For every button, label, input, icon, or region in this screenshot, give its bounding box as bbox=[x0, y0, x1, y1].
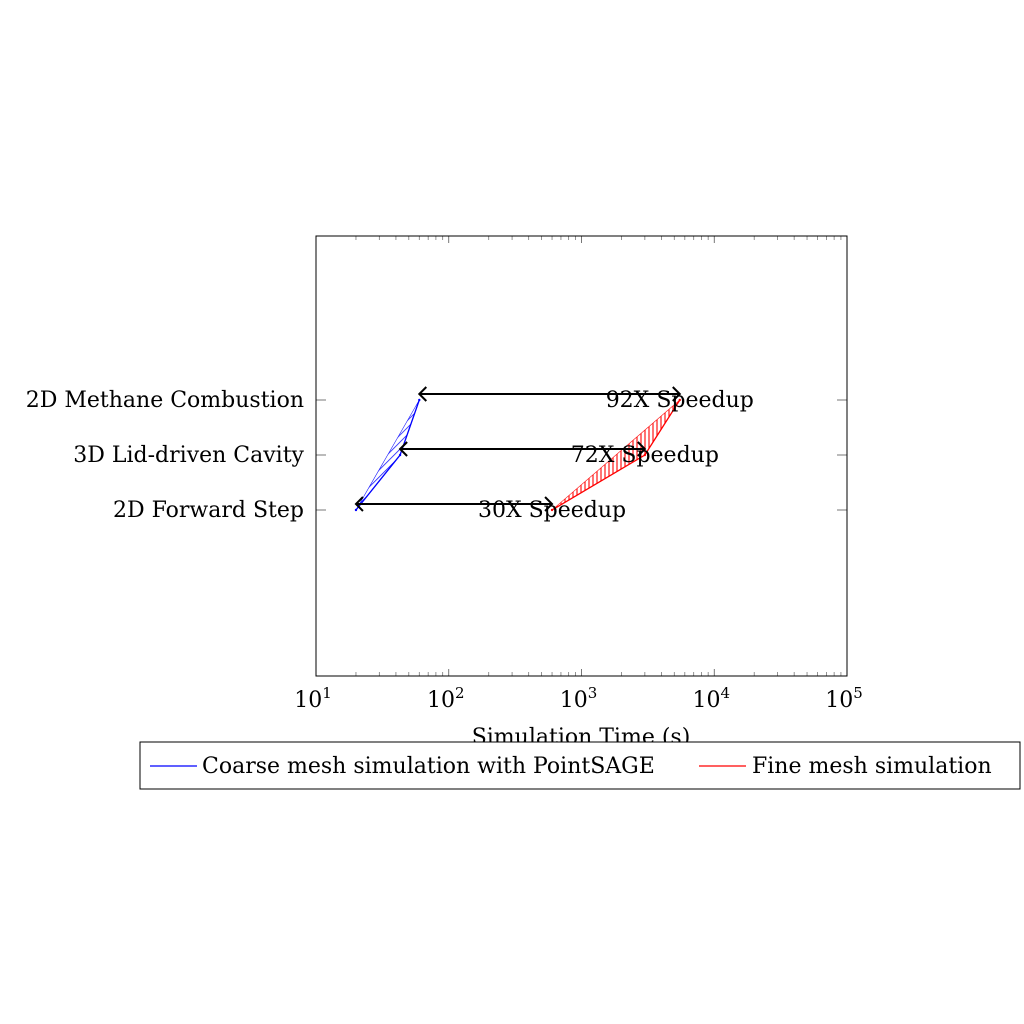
speedup-label: 30X Speedup bbox=[478, 498, 626, 523]
plot-frame bbox=[315, 235, 848, 677]
speedup-arrowhead-left bbox=[398, 441, 408, 457]
series-point bbox=[354, 508, 358, 512]
legend-label-coarse: Coarse mesh simulation with PointSAGE bbox=[202, 754, 655, 779]
x-tick-label: 103 bbox=[560, 684, 598, 713]
series-point bbox=[678, 398, 681, 402]
legend: Coarse mesh simulation with PointSAGE Fi… bbox=[139, 741, 1021, 790]
y-tick-label: 3D Lid-driven Cavity bbox=[73, 443, 304, 468]
x-tick-label: 102 bbox=[427, 684, 465, 713]
x-tick-label: 104 bbox=[692, 684, 730, 713]
legend-label-fine: Fine mesh simulation bbox=[752, 754, 992, 779]
y-tick-label: 2D Forward Step bbox=[113, 498, 304, 523]
legend-box bbox=[139, 741, 1021, 790]
speedup-label: 92X Speedup bbox=[606, 388, 754, 413]
speedup-arrowhead-right bbox=[544, 496, 554, 512]
speedup-label: 72X Speedup bbox=[571, 443, 719, 468]
x-tick-label: 101 bbox=[294, 684, 332, 713]
series-point bbox=[418, 398, 421, 402]
speedup-arrowhead-right bbox=[637, 441, 647, 457]
series-band bbox=[355, 399, 420, 511]
speedup-arrowhead-left bbox=[354, 496, 364, 512]
series-point bbox=[550, 508, 554, 512]
x-tick-label: 105 bbox=[825, 684, 863, 713]
speedup-arrowhead-left bbox=[417, 386, 428, 402]
series-point bbox=[643, 453, 647, 457]
series-point bbox=[398, 453, 402, 457]
speedup-arrowhead-right bbox=[672, 386, 682, 402]
y-tick-label: 2D Methane Combustion bbox=[26, 388, 304, 413]
